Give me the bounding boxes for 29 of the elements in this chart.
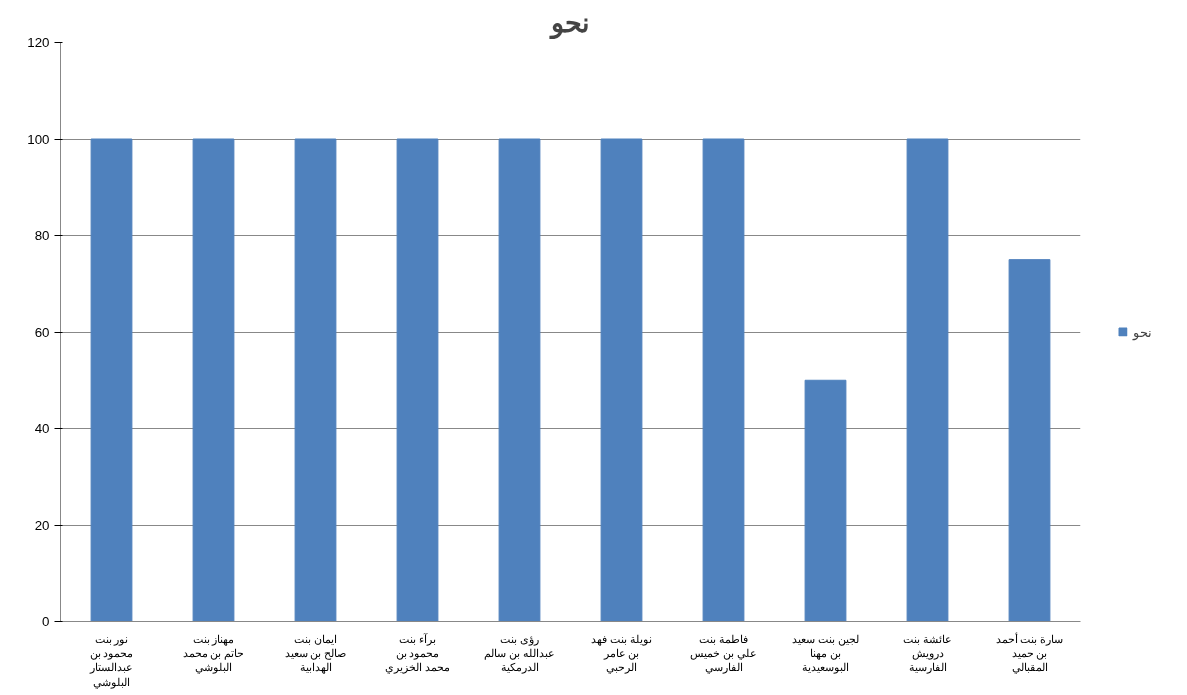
- x-tick-label: نويلة بنت فهد بن عامر الرحبي: [591, 632, 652, 675]
- x-tick-label: عائشة بنت درويش الفارسية: [903, 632, 952, 675]
- chart-title: نحو: [549, 7, 590, 40]
- legend-label: نحو: [1132, 324, 1153, 339]
- x-tick-label: فاطمة بنت علي بن خميس الفارسي: [690, 632, 757, 675]
- y-tick-label: 80: [34, 228, 50, 243]
- x-tick-label: نور بنت محمود بن عبدالستار البلوشي: [89, 632, 134, 689]
- bar: [90, 138, 133, 622]
- x-tick-label: ايمان بنت صالح بن سعيد الهدابية: [284, 632, 347, 675]
- bar: [1008, 259, 1051, 622]
- y-tick-label: 0: [42, 614, 50, 629]
- x-tick-label: رؤى بنت عبدالله بن سالم الدرمكية: [484, 632, 555, 675]
- bar: [804, 379, 847, 622]
- bar: [498, 138, 541, 622]
- y-tick-label: 100: [27, 131, 50, 147]
- y-tick-label: 40: [34, 421, 50, 436]
- y-tick-label: 20: [34, 517, 50, 533]
- bar: [294, 138, 337, 622]
- x-tick-label: سارة بنت أحمد بن حميد المقبالي: [995, 631, 1064, 675]
- bar: [906, 138, 949, 622]
- bar: [396, 138, 439, 622]
- bar: [702, 138, 745, 622]
- x-tick-label: لجين بنت سعيد بن مهنا البوسعيدية: [792, 632, 859, 675]
- x-tick-label: برآء بنت محمود بن محمد الخزيري: [385, 632, 450, 675]
- y-tick-label: 120: [27, 35, 50, 50]
- x-tick-label: مهناز بنت حاتم بن محمد البلوشي: [182, 632, 245, 675]
- y-tick-label: 60: [34, 324, 50, 340]
- bar: [600, 138, 643, 622]
- bar: [192, 138, 235, 622]
